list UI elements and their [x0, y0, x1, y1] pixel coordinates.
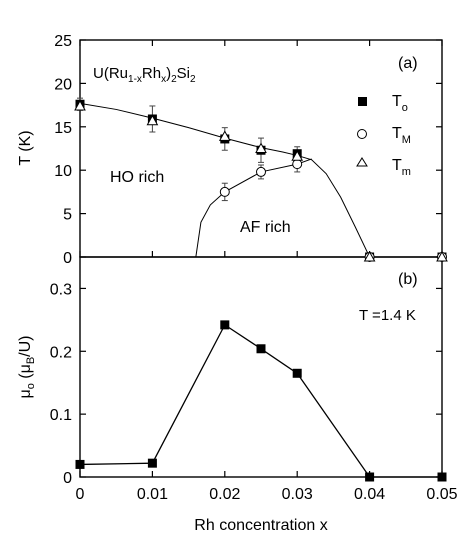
y-tick-label-a: 25 [54, 33, 72, 50]
legend-label-TM: TM [392, 125, 411, 146]
x-tick-label: 0.03 [282, 486, 313, 503]
y-tick-label-a: 15 [54, 120, 72, 137]
x-tick-label: 0.01 [137, 486, 168, 503]
Tm-point [146, 114, 159, 126]
Tm-point [255, 142, 267, 153]
af-boundary-curve [195, 158, 312, 258]
temperature-annotation: T =1.4 K [359, 307, 416, 324]
y-tick-label-b: 0.2 [50, 344, 72, 361]
region-label-af-rich: AF rich [240, 219, 291, 236]
panel-b-label: (b) [398, 271, 418, 288]
legend-label-Tm: Tm [392, 157, 411, 178]
moment-point [220, 320, 230, 330]
panel-a-ticks: 0 5 10 15 20 25 [54, 33, 443, 267]
moment-point [75, 459, 85, 469]
y-tick-label-a: 20 [54, 76, 72, 93]
Tm-point [436, 250, 448, 262]
x-axis-label: Rh concentration x [194, 517, 327, 534]
panel-a-label: (a) [398, 55, 418, 72]
Tm-point [74, 99, 86, 111]
TM-point [256, 166, 266, 177]
x-tick-label: 0.02 [209, 486, 240, 503]
y-axis-label-b: μo (μB/U) [17, 335, 37, 398]
moment-point [365, 472, 375, 482]
x-tick-label: 0.05 [426, 486, 457, 503]
moment-point [256, 344, 266, 354]
Tm-point [218, 130, 231, 141]
y-tick-label-b: 0.1 [50, 407, 72, 424]
TM-point [292, 159, 303, 170]
legend-a: To TM Tm [356, 93, 411, 178]
moment-point [292, 368, 302, 378]
TM-point [219, 186, 230, 197]
legend-marker-Tm [356, 157, 368, 167]
Tm-point [291, 150, 304, 161]
panel-b-markers [75, 320, 447, 482]
y-tick-label-a: 0 [63, 250, 72, 267]
region-label-ho-rich: HO rich [110, 169, 164, 186]
y-tick-label-a: 5 [63, 207, 72, 224]
legend-marker-To [358, 97, 367, 106]
legend-marker-TM [357, 129, 367, 139]
y-tick-label-b: 0.3 [50, 281, 72, 298]
x-tick-label: 0.04 [354, 486, 385, 503]
panel-a-markers [74, 99, 448, 262]
Tm-point [363, 250, 376, 262]
compound-formula: U(Ru1-xRhx)2Si2 [93, 65, 196, 85]
panel-b-frame [79, 256, 443, 478]
panel-b-ticks: 0 0.1 0.2 0.3 0 0.01 0.02 0.03 0.04 0.05 [50, 281, 458, 503]
x-tick-label: 0 [76, 486, 85, 503]
moment-point [437, 472, 447, 482]
y-tick-label-a: 10 [54, 163, 72, 180]
y-tick-label-b: 0 [63, 470, 72, 487]
y-axis-label-a: T (K) [17, 130, 34, 165]
moment-point [147, 458, 157, 468]
legend-label-To: To [392, 93, 408, 114]
